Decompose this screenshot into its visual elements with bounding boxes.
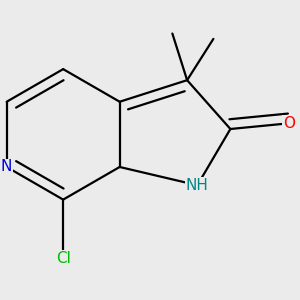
Text: N: N <box>1 160 12 175</box>
Text: NH: NH <box>186 178 209 193</box>
Text: O: O <box>283 116 295 131</box>
Text: Cl: Cl <box>56 251 70 266</box>
